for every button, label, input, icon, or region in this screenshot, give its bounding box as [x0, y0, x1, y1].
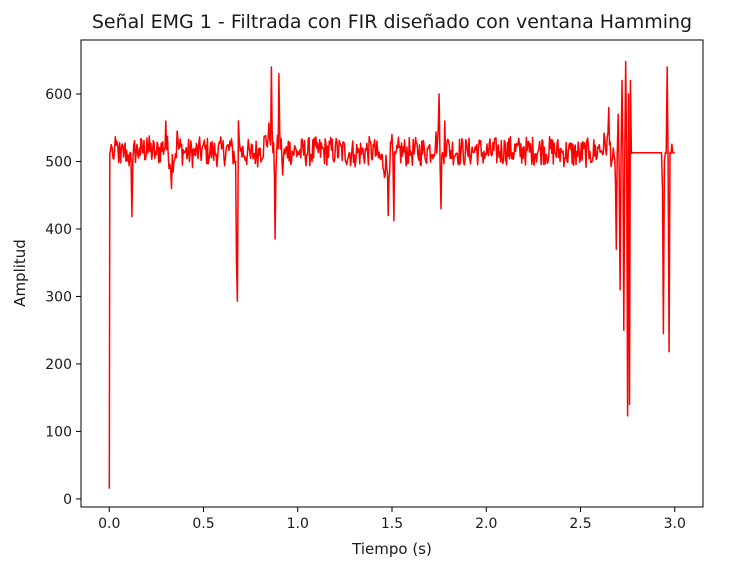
y-tick-label: 600 — [45, 87, 72, 103]
y-tick-label: 100 — [45, 424, 72, 440]
y-tick-label: 400 — [45, 222, 72, 238]
x-tick-label: 2.0 — [475, 516, 497, 532]
y-tick-label: 0 — [63, 492, 72, 508]
y-tick-label: 200 — [45, 357, 72, 373]
y-axis-label: Amplitud — [11, 239, 29, 307]
plot-area — [108, 60, 675, 489]
chart-title: Señal EMG 1 - Filtrada con FIR diseñado … — [92, 11, 692, 33]
x-axis-label: Tiempo (s) — [351, 540, 432, 558]
x-tick-label: 1.0 — [287, 516, 309, 532]
x-tick-label: 1.5 — [381, 516, 403, 532]
x-axis-ticks: 0.0 0.5 1.0 1.5 2.0 2.5 3.0 — [98, 507, 686, 532]
emg-signal-line — [108, 60, 675, 489]
x-tick-label: 0.5 — [192, 516, 214, 532]
x-tick-label: 2.5 — [569, 516, 591, 532]
y-axis-ticks: 0 100 200 300 400 500 600 — [45, 87, 81, 508]
y-tick-label: 500 — [45, 154, 72, 170]
y-tick-label: 300 — [45, 289, 72, 305]
x-tick-label: 3.0 — [664, 516, 686, 532]
plot-frame — [80, 39, 704, 508]
x-tick-label: 0.0 — [98, 516, 120, 532]
